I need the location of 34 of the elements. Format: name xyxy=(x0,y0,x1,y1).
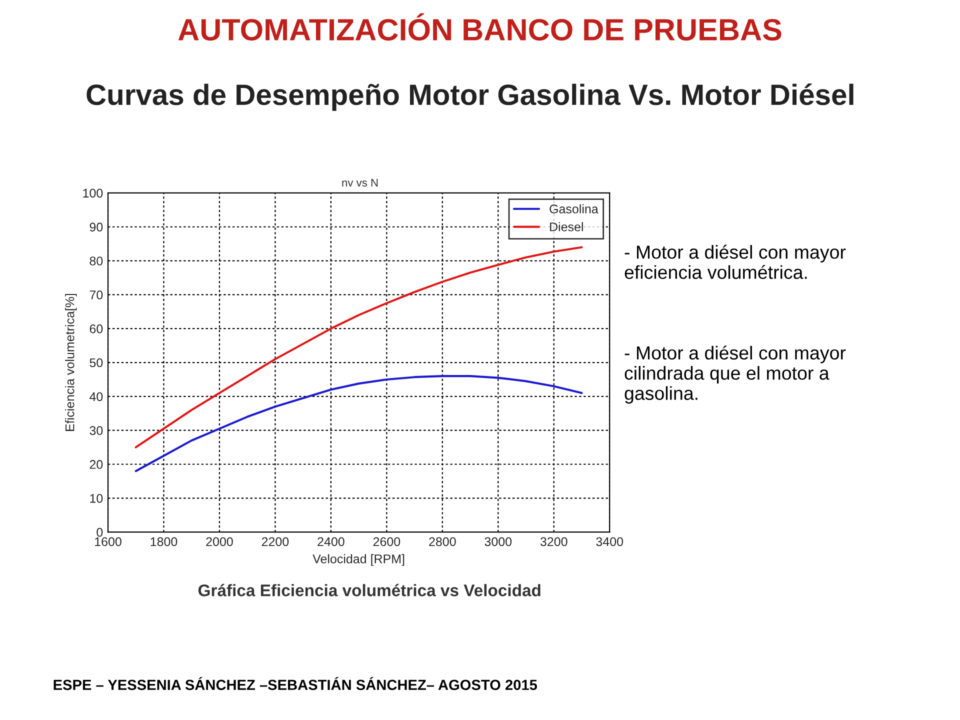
x-tick-label: 3400 xyxy=(596,537,624,546)
y-tick-label: 50 xyxy=(90,358,103,368)
y-tick-label: 40 xyxy=(90,392,103,402)
x-tick-label: 2000 xyxy=(206,537,233,546)
x-tick-label: 1800 xyxy=(150,537,178,546)
x-tick-label: 3200 xyxy=(540,537,568,546)
text: - Motor a diésel con mayor eficiencia volumétrica. xyxy=(624,244,846,279)
y-tick-label: 80 xyxy=(90,256,103,266)
line-series xyxy=(134,375,583,472)
y-tick-label: 0 xyxy=(96,528,103,537)
text: nv vs N xyxy=(342,178,378,187)
legend-label: Diesel xyxy=(550,222,583,232)
x-tick-label: 2600 xyxy=(373,537,400,546)
text: Gráfica Eficiencia volumétrica vs Velocidad xyxy=(198,584,540,596)
chart-subtitle: Curvas de Desempeño Motor Gasolina Vs. Motor Diésel xyxy=(86,83,854,111)
y-tick-label: 100 xyxy=(83,188,103,198)
line-series xyxy=(134,246,583,448)
y-tick-label: 70 xyxy=(90,290,103,300)
legend-label: Gasolina xyxy=(550,204,598,214)
x-axis-title: Velocidad [RPM] xyxy=(312,554,404,566)
x-tick-label: 2800 xyxy=(429,537,456,546)
y-tick-label: 90 xyxy=(90,222,103,232)
y-tick-label: 20 xyxy=(90,460,103,469)
x-tick-label: 3000 xyxy=(484,537,512,546)
y-axis-title: Eficiencia volumetrica[%] xyxy=(65,294,77,431)
chart-title: AUTOMATIZACIÓN BANCO DE PRUEBAS xyxy=(178,13,782,41)
x-tick-label: 2400 xyxy=(318,537,344,546)
y-tick-label: 30 xyxy=(90,426,103,435)
y-tick-label: 60 xyxy=(90,324,103,334)
text: - Motor a diésel con mayor cilindrada que el motor a gasolina. xyxy=(624,346,846,404)
x-tick-label: 1600 xyxy=(95,537,122,546)
y-tick-label: 10 xyxy=(90,494,103,503)
x-tick-label: 2200 xyxy=(262,537,289,546)
text: ESPE – YESSENIA SÁNCHEZ –SEBASTIÁN SÁNCHEZ– AGOSTO 2015 xyxy=(54,677,538,690)
